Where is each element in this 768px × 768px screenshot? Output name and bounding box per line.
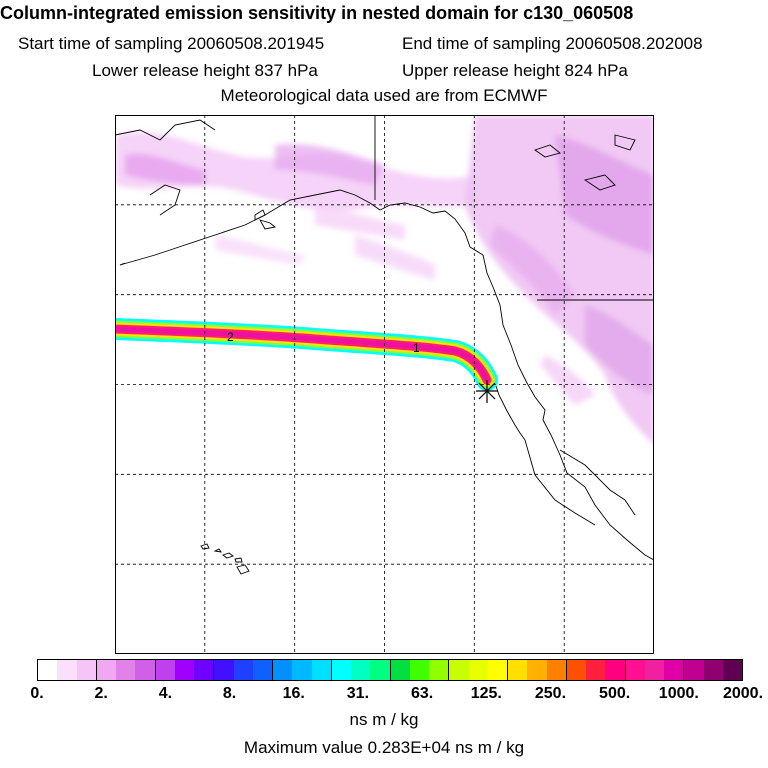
colorbar-tick-label: 63. <box>410 685 434 702</box>
colorbar-segment <box>449 660 469 680</box>
colorbar-segment <box>429 660 450 680</box>
colorbar-segment <box>76 660 97 680</box>
colorbar-segment <box>331 660 351 680</box>
colorbar-tick-label: 2000. <box>722 685 764 702</box>
colorbar-tick-label: 2. <box>94 685 108 702</box>
colorbar-segment <box>644 660 664 680</box>
coastlines <box>115 119 654 561</box>
colorbar-segment <box>722 660 742 680</box>
colorbar-tick-label: 1000. <box>658 685 699 702</box>
colorbar-segment <box>351 660 371 680</box>
lower-release-height-label: Lower release height 837 hPa <box>92 61 318 80</box>
colorbar-tick-label: 31. <box>346 685 370 702</box>
colorbar-segment <box>566 660 586 680</box>
trajectory-label-1: 1 <box>413 341 420 355</box>
colorbar-units: ns m / kg <box>349 710 419 729</box>
colorbar-segment <box>292 660 312 680</box>
colorbar-segment <box>233 660 253 680</box>
colorbar-segment <box>38 660 58 680</box>
colorbar <box>37 659 743 681</box>
colorbar-segment <box>311 660 332 680</box>
colorbar-segment <box>508 660 528 680</box>
colorbar-segment <box>57 660 77 680</box>
colorbar-tick-label: 8. <box>222 685 237 702</box>
colorbar-segment <box>116 660 136 680</box>
trajectory-plume <box>115 318 498 391</box>
borders <box>374 115 654 476</box>
colorbar-segment <box>390 660 410 680</box>
colorbar-segment <box>273 660 293 680</box>
colorbar-segment <box>468 660 488 680</box>
colorbar-segment <box>546 660 567 680</box>
map-panel: 2 1 <box>115 115 654 654</box>
trajectory-label-2: 2 <box>227 330 234 344</box>
colorbar-segment <box>625 660 645 680</box>
maximum-value-label: Maximum value 0.283E+04 ns m / kg <box>243 738 525 757</box>
colorbar-segment <box>409 660 429 680</box>
colorbar-tick-label: 125. <box>470 685 502 702</box>
colorbar-segment <box>96 660 116 680</box>
met-data-label: Meteorological data used are from ECMWF <box>220 86 548 105</box>
colorbar-segment <box>135 660 156 680</box>
colorbar-segment <box>174 660 194 680</box>
colorbar-segment <box>252 660 273 680</box>
colorbar-tick-label: 16. <box>282 685 305 702</box>
colorbar-segment <box>155 660 175 680</box>
colorbar-segment <box>194 660 215 680</box>
colorbar-segment <box>370 660 391 680</box>
colorbar-tick-label: 4. <box>158 685 173 702</box>
start-time-label: Start time of sampling 20060508.201945 <box>18 34 325 53</box>
colorbar-segment <box>586 660 606 680</box>
end-time-label: End time of sampling 20060508.202008 <box>402 34 703 53</box>
colorbar-tick-label: 0. <box>30 685 44 702</box>
colorbar-segment <box>605 660 626 680</box>
colorbar-tick-label: 500. <box>599 685 631 702</box>
colorbar-segment <box>703 660 723 680</box>
hawaii-islands <box>200 543 250 575</box>
colorbar-tick-label: 250. <box>534 685 567 702</box>
release-point-asterisk <box>476 380 498 403</box>
colorbar-segment <box>664 660 685 680</box>
colorbar-segment <box>487 660 508 680</box>
colorbar-segment <box>684 660 704 680</box>
colorbar-segment <box>214 660 234 680</box>
upper-release-height-label: Upper release height 824 hPa <box>402 61 628 80</box>
map-frame <box>115 115 654 654</box>
colorbar-segment <box>527 660 547 680</box>
map-title: Column-integrated emission sensitivity i… <box>0 3 634 23</box>
